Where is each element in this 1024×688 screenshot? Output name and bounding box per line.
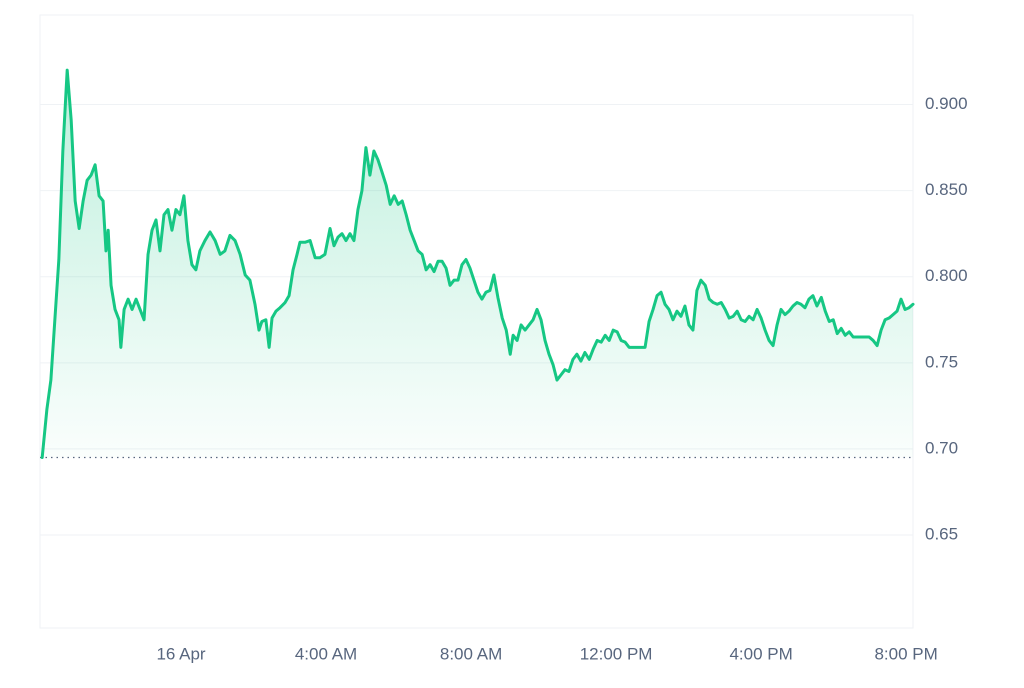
x-tick-label: 8:00 AM bbox=[440, 644, 502, 663]
x-tick-label: 16 Apr bbox=[156, 644, 205, 663]
price-line bbox=[40, 68, 915, 460]
y-tick-label: 0.900 bbox=[925, 94, 968, 113]
x-tick-label: 8:00 PM bbox=[874, 644, 937, 663]
x-tick-label: 4:00 AM bbox=[295, 644, 357, 663]
y-tick-label: 0.850 bbox=[925, 180, 968, 199]
y-tick-label: 0.800 bbox=[925, 266, 968, 285]
y-tick-label: 0.70 bbox=[925, 438, 958, 457]
y-tick-label: 0.75 bbox=[925, 352, 958, 371]
y-tick-label: 0.65 bbox=[925, 525, 958, 544]
x-tick-label: 4:00 PM bbox=[729, 644, 792, 663]
area-fill bbox=[42, 70, 914, 458]
x-tick-label: 12:00 PM bbox=[580, 644, 653, 663]
